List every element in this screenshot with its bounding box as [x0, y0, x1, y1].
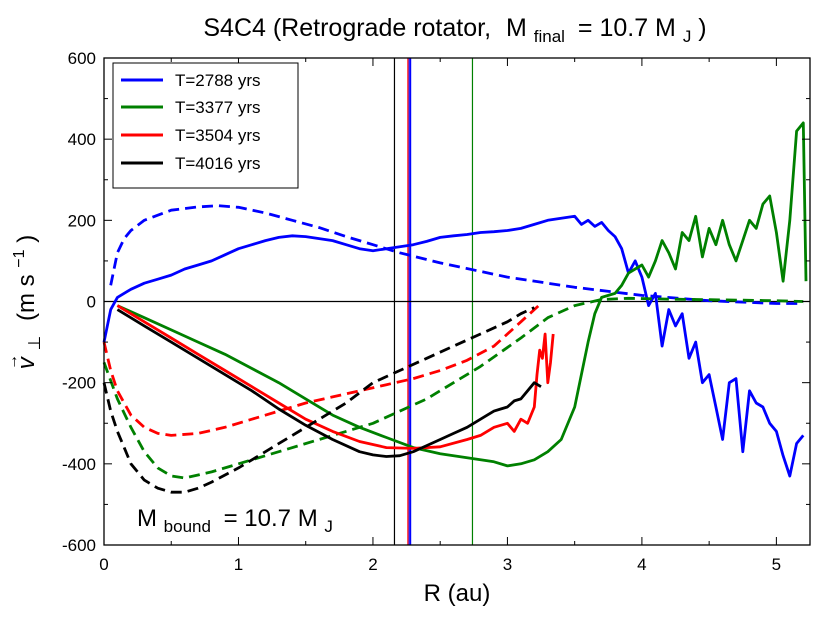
series-line-4016-dashed [102, 306, 535, 494]
x-tick-label: 2 [368, 555, 377, 574]
y-label-sub: ⊥ [25, 336, 44, 351]
y-label-text: (m s [13, 274, 40, 321]
y-tick-label: 200 [68, 211, 96, 230]
y-label-symbol: v [13, 355, 40, 369]
y-tick-labels: -600 -400 -200 0 200 400 600 [62, 49, 96, 555]
y-tick-label: -200 [62, 374, 96, 393]
bound-mass-unit-sub: J [324, 517, 333, 536]
y-tick-label: 400 [68, 130, 96, 149]
series-line-2788-dashed [109, 204, 804, 305]
series-line-2788-solid [102, 214, 805, 478]
series-layer [102, 121, 808, 494]
series-line-3377-solid [116, 121, 808, 468]
series-line-3504-dashed [102, 302, 542, 437]
legend-label-t2788: T=2788 yrs [175, 71, 261, 90]
title-mass-sub: final [534, 27, 565, 46]
y-tick-label: -400 [62, 455, 96, 474]
title-main: S4C4 (Retrograde rotator, [203, 14, 491, 42]
legend-box [112, 62, 299, 189]
bound-mass-symbol: M [137, 505, 157, 532]
x-tick-label: 3 [503, 555, 512, 574]
x-tick-label: 4 [637, 555, 646, 574]
y-label-close: ) [13, 235, 40, 243]
title-mass-value: = 10.7 M [578, 14, 676, 42]
x-axis-label: R (au) [424, 580, 491, 607]
series-line-4016-solid [116, 308, 542, 458]
title-close: ) [698, 14, 706, 42]
x-tick-label: 5 [772, 555, 781, 574]
legend: T=2788 yrs T=3377 yrs T=3504 yrs T=4016 … [112, 62, 299, 189]
y-label-vector-arrow: → [4, 354, 21, 370]
y-label-sup: −1 [11, 249, 28, 267]
legend-label-t3377: T=3377 yrs [175, 98, 261, 117]
title-mass-symbol: M [506, 14, 527, 42]
legend-label-t4016: T=4016 yrs [175, 154, 261, 173]
title-mass-unit-sub: J [683, 27, 692, 46]
bound-mass-annotation: M bound = 10.7 M J [137, 505, 333, 538]
bound-mass-sub: bound [164, 517, 211, 536]
y-axis-label: v ⊥ (m s −1 ) [3, 235, 46, 369]
y-tick-label: 0 [87, 293, 96, 312]
legend-label-t3504: T=3504 yrs [175, 126, 261, 145]
chart-title: S4C4 (Retrograde rotator, M final = 10.7… [203, 14, 706, 48]
x-tick-label: 1 [234, 555, 243, 574]
x-tick-labels: 0 1 2 3 4 5 [99, 555, 781, 574]
x-tick-label: 0 [99, 555, 108, 574]
ticks-layer [103, 57, 810, 546]
series-line-3377-dashed [102, 296, 804, 480]
series-line-3504-solid [116, 304, 555, 450]
y-tick-label: -600 [62, 536, 96, 555]
bound-mass-value: = 10.7 M [224, 505, 318, 532]
y-tick-label: 600 [68, 49, 96, 68]
